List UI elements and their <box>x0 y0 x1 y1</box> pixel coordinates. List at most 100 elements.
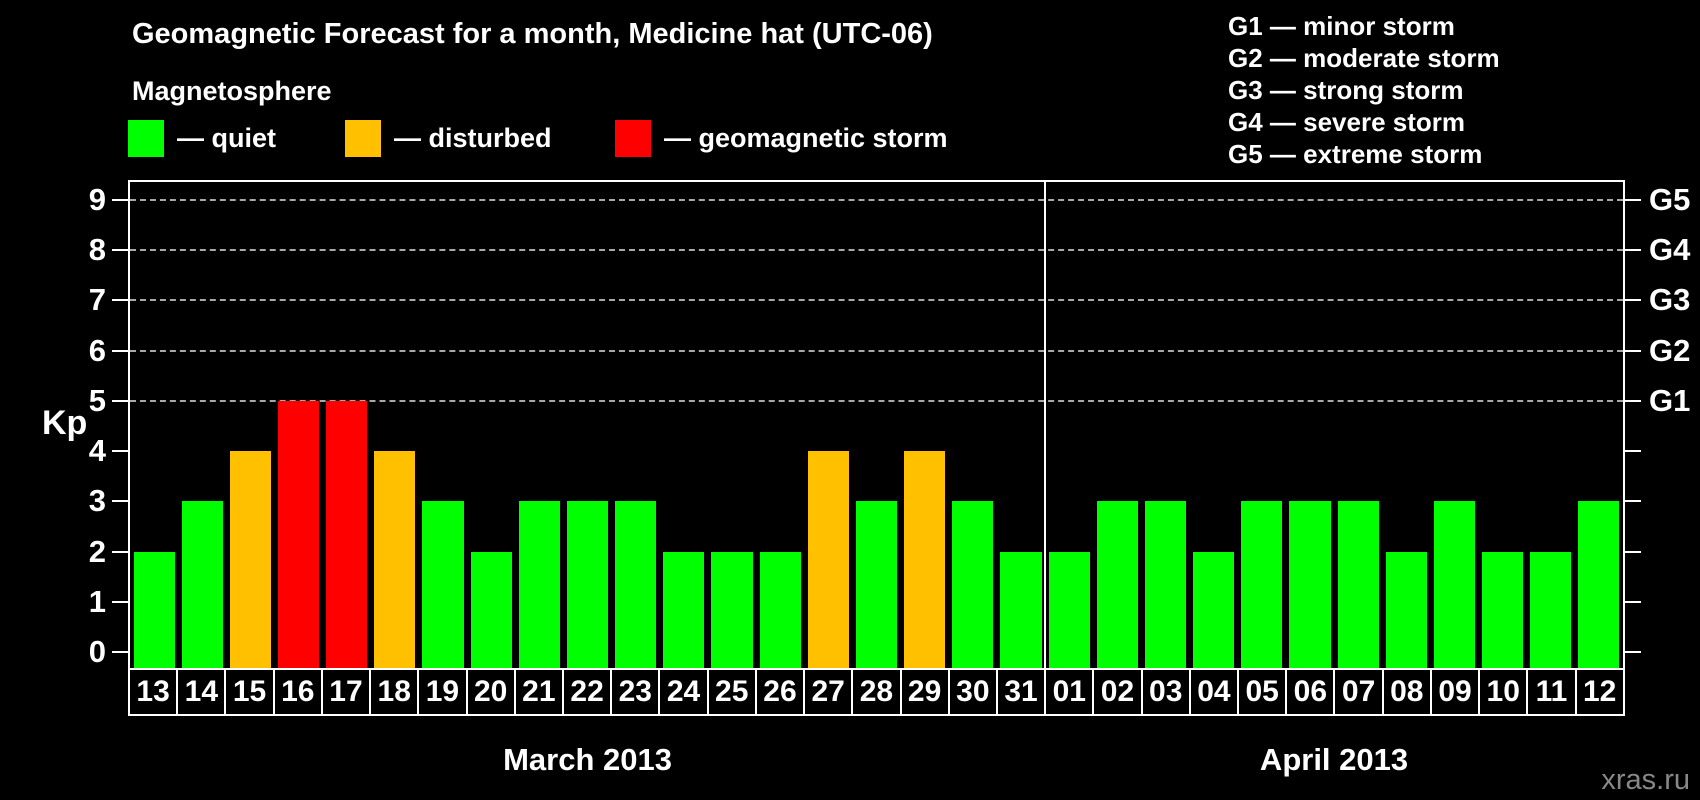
g-axis-label: G1 <box>1649 382 1691 418</box>
kp-bar <box>1385 551 1427 668</box>
kp-bar <box>229 451 271 668</box>
date-cell: 31 <box>995 670 1044 714</box>
right-axis-tick <box>1625 349 1641 352</box>
g-axis-label: G2 <box>1649 332 1691 368</box>
kp-bar <box>1048 551 1090 668</box>
y-axis-tick-label: 6 <box>88 332 106 368</box>
date-cell: 13 <box>136 675 170 708</box>
y-axis-tick <box>112 500 128 503</box>
gridline <box>130 198 1623 201</box>
y-axis-tick-label: 4 <box>88 433 106 468</box>
date-cell: 05 <box>1237 670 1285 714</box>
date-cell: 26 <box>754 670 803 714</box>
right-axis-tick <box>1625 600 1641 603</box>
right-axis-tick <box>1625 450 1641 452</box>
gridline <box>130 249 1623 251</box>
month-separator-line <box>1044 182 1047 668</box>
date-cell: 22 <box>561 670 610 714</box>
date-cell: 18 <box>369 670 417 714</box>
date-cell: 24 <box>658 670 706 714</box>
kp-bar <box>1530 551 1572 668</box>
right-axis-tick <box>1625 500 1641 503</box>
quiet-swatch-icon <box>128 119 164 157</box>
g2-legend-line: G2 — moderate storm <box>1228 43 1500 73</box>
kp-bar <box>133 551 175 668</box>
date-cell: 19 <box>417 670 465 714</box>
y-axis-tick-label: 9 <box>88 181 106 217</box>
kp-bar <box>663 551 705 668</box>
date-cell: 04 <box>1188 670 1237 714</box>
date-cell: 07 <box>1333 670 1381 714</box>
right-axis-tick <box>1625 249 1641 251</box>
date-cell: 21 <box>513 670 562 714</box>
y-axis-tick-label: 0 <box>88 634 106 669</box>
kp-bar <box>1000 551 1042 668</box>
y-axis-tick <box>112 399 128 402</box>
month-label-april: April 2013 <box>1259 742 1409 777</box>
y-axis-tick-label: 2 <box>88 533 106 569</box>
kp-bar <box>759 551 801 668</box>
y-axis-tick-label: 7 <box>88 282 106 318</box>
right-axis-tick <box>1625 299 1641 302</box>
date-cell: 28 <box>851 670 899 714</box>
disturbed-swatch-icon <box>345 119 381 157</box>
date-cell: 27 <box>803 670 851 714</box>
g1-legend-line: G1 — minor storm <box>1228 11 1455 41</box>
kp-bar <box>518 501 560 668</box>
legend-label-quiet: — quiet <box>177 122 276 153</box>
watermark-xras: xras.ru <box>1601 764 1690 796</box>
g3-legend-line: G3 — strong storm <box>1228 75 1464 105</box>
date-cell: 16 <box>272 670 321 714</box>
gridline <box>130 399 1623 402</box>
kp-bar <box>711 551 753 668</box>
y-axis-tick <box>112 651 128 653</box>
right-axis-tick <box>1625 651 1641 653</box>
y-axis-tick <box>112 198 128 201</box>
chart-title: Geomagnetic Forecast for a month, Medici… <box>132 18 933 50</box>
date-cell: 23 <box>610 670 658 714</box>
y-axis-tick <box>112 249 128 251</box>
kp-bar <box>1433 501 1475 668</box>
g-axis-label: G5 <box>1649 181 1691 217</box>
legend-item-quiet: — quiet <box>128 118 276 158</box>
gridline <box>130 299 1623 302</box>
kp-bar <box>1482 551 1524 668</box>
plot-area <box>128 180 1625 670</box>
kp-bar <box>1096 501 1138 668</box>
kp-bar <box>615 501 657 668</box>
legend-item-storm: — geomagnetic storm <box>615 118 948 158</box>
y-axis-tick-label: 5 <box>88 382 106 418</box>
kp-bar <box>1193 551 1235 668</box>
g5-legend-line: G5 — extreme storm <box>1228 139 1483 169</box>
date-cell: 01 <box>1044 670 1092 714</box>
kp-bar <box>1578 501 1620 668</box>
kp-bar <box>855 501 898 668</box>
date-cell: 30 <box>947 670 996 714</box>
kp-bar <box>807 451 849 668</box>
kp-bar <box>566 501 609 668</box>
date-cell: 11 <box>1526 670 1574 714</box>
kp-bar <box>1289 501 1331 668</box>
date-cell: 15 <box>224 670 272 714</box>
y-axis-title: Kp <box>42 404 88 442</box>
date-cell: 10 <box>1478 670 1526 714</box>
kp-bar <box>1144 501 1187 668</box>
kp-bar <box>1241 501 1283 668</box>
kp-bar <box>470 551 512 668</box>
y-axis-tick <box>112 450 128 452</box>
date-cell: 03 <box>1140 670 1189 714</box>
kp-bar <box>277 400 320 668</box>
magnetosphere-label: Magnetosphere <box>132 76 332 106</box>
g-axis-label: G4 <box>1649 232 1691 267</box>
legend-label-disturbed: — disturbed <box>394 122 552 153</box>
g-scale-legend: G1 — minor storm G2 — moderate storm G3 … <box>1228 10 1500 170</box>
date-cell: 02 <box>1092 670 1140 714</box>
right-axis-tick <box>1625 198 1641 201</box>
kp-bar <box>952 501 994 668</box>
g4-legend-line: G4 — severe storm <box>1228 107 1466 137</box>
y-axis-tick <box>112 600 128 603</box>
y-axis-tick <box>112 550 128 553</box>
date-cell: 06 <box>1285 670 1333 714</box>
date-cell: 12 <box>1574 670 1623 714</box>
